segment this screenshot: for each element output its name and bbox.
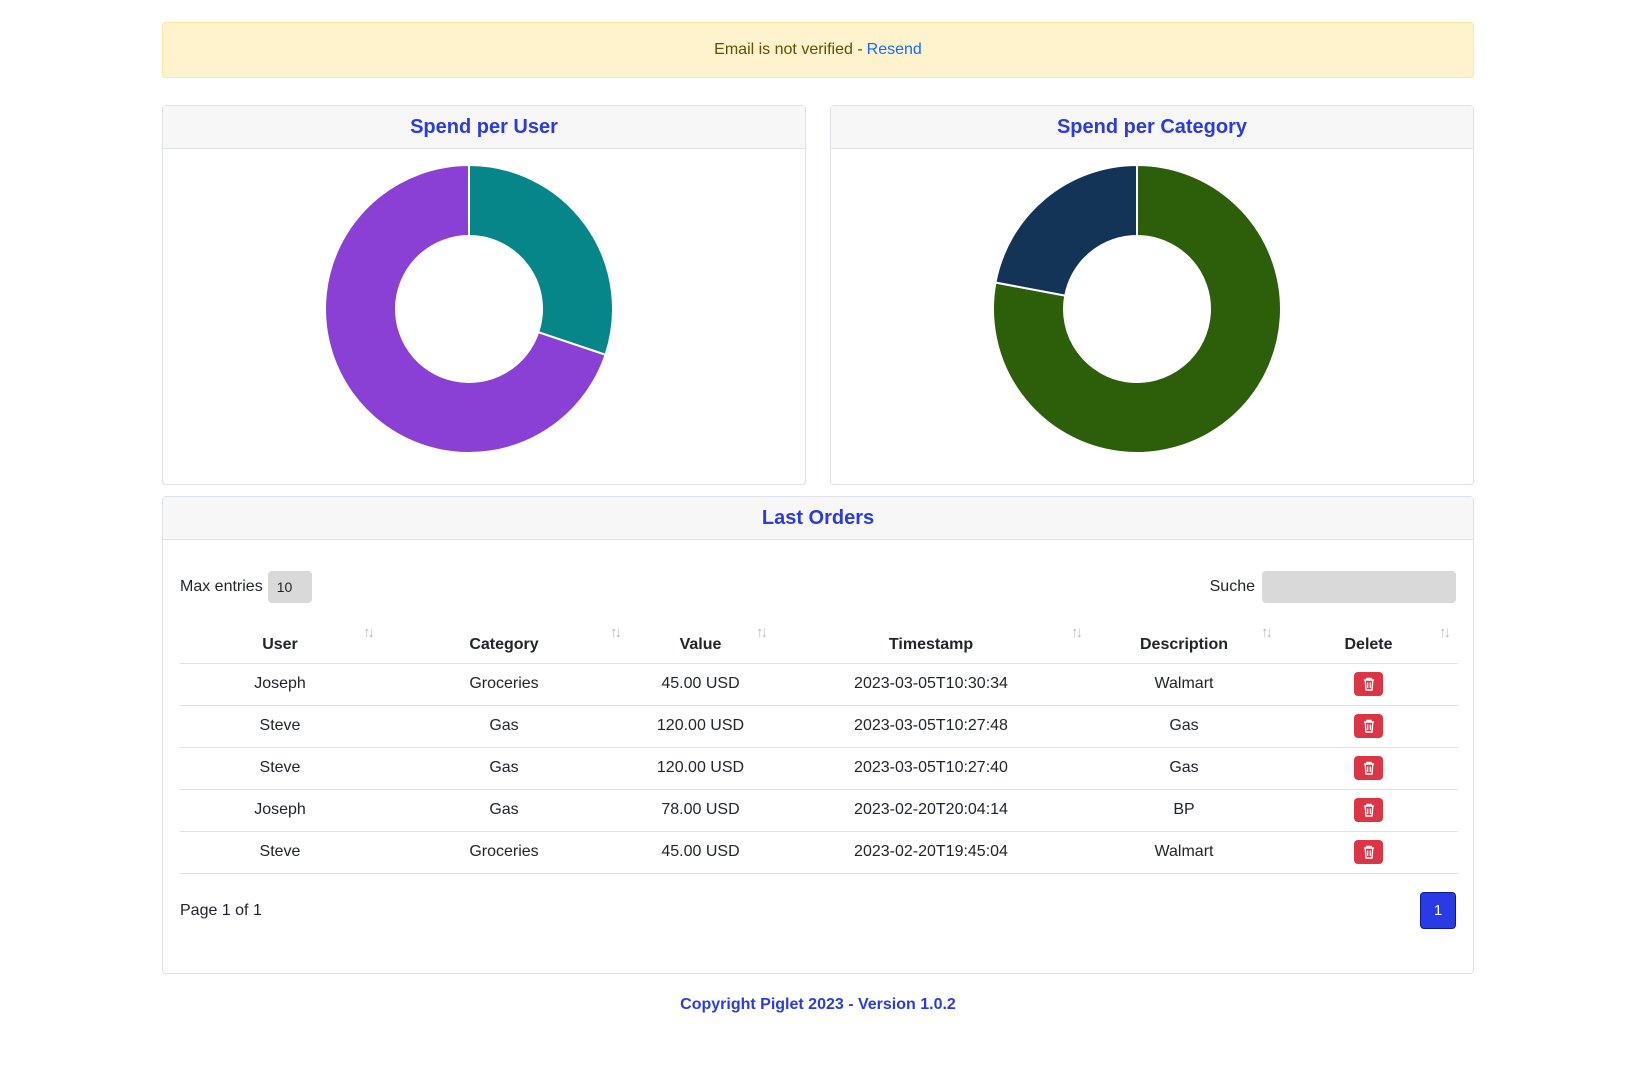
column-header-description[interactable]: Description ↑↓ [1089, 612, 1279, 664]
spend-per-user-card: Spend per User [162, 105, 806, 485]
table-controls: Max entries 10 Suche [180, 571, 1456, 603]
pagination: Page 1 of 1 1 [180, 892, 1456, 929]
cell-value: 120.00 USD [628, 705, 773, 748]
delete-button[interactable] [1354, 798, 1383, 822]
cell-user: Steve [180, 747, 380, 790]
orders-table: User ↑↓ Category ↑↓ Value ↑↓ Timestamp ↑↓ De… [180, 612, 1458, 874]
cell-value: 45.00 USD [628, 663, 773, 706]
cell-delete [1279, 831, 1458, 874]
cell-category: Gas [380, 705, 628, 748]
sort-icon[interactable]: ↑↓ [756, 624, 768, 641]
sort-icon[interactable]: ↑↓ [1071, 624, 1083, 641]
last-orders-title: Last Orders [163, 497, 1473, 540]
search-control: Suche [1210, 571, 1456, 603]
table-row: Steve Gas 120.00 USD 2023-03-05T10:27:48… [180, 705, 1458, 748]
sort-icon[interactable]: ↑↓ [1439, 624, 1451, 641]
column-header-timestamp[interactable]: Timestamp ↑↓ [773, 612, 1089, 664]
cell-user: Steve [180, 831, 380, 874]
cell-user: Steve [180, 705, 380, 748]
trash-icon [1363, 845, 1374, 859]
table-row: Joseph Gas 78.00 USD 2023-02-20T20:04:14… [180, 789, 1458, 832]
search-label: Suche [1209, 578, 1255, 595]
spend-per-category-donut [992, 163, 1282, 454]
spend-per-user-chart [163, 149, 805, 486]
table-header-row: User ↑↓ Category ↑↓ Value ↑↓ Timestamp ↑↓ De… [180, 612, 1458, 664]
cell-category: Groceries [380, 831, 628, 874]
donut-slice-steve[interactable] [324, 163, 607, 454]
cell-timestamp: 2023-02-20T19:45:04 [773, 831, 1089, 874]
cell-timestamp: 2023-03-05T10:30:34 [773, 663, 1089, 706]
trash-icon [1363, 719, 1374, 733]
cell-description: Walmart [1089, 663, 1279, 706]
table-row: Steve Gas 120.00 USD 2023-03-05T10:27:40… [180, 747, 1458, 790]
sort-icon[interactable]: ↑↓ [610, 624, 622, 641]
donut-slice-joseph[interactable] [468, 163, 614, 357]
main-container: Email is not verified - Resend Spend per… [162, 22, 1474, 1014]
donut-slice-groceries[interactable] [994, 163, 1138, 297]
cell-category: Gas [380, 747, 628, 790]
spend-per-category-title: Spend per Category [831, 106, 1473, 149]
column-header-delete[interactable]: Delete ↑↓ [1279, 612, 1458, 664]
email-verification-alert: Email is not verified - Resend [162, 22, 1474, 78]
donut-slice-gas[interactable] [992, 163, 1282, 454]
footer-copyright: Copyright Piglet 2023 - Version 1.0.2 [680, 996, 956, 1013]
cell-delete [1279, 747, 1458, 790]
table-row: Joseph Groceries 45.00 USD 2023-03-05T10… [180, 663, 1458, 706]
resend-link[interactable]: Resend [866, 41, 922, 58]
column-header-user[interactable]: User ↑↓ [180, 612, 380, 664]
charts-row: Spend per User Spend per Category [162, 105, 1474, 485]
delete-button[interactable] [1354, 756, 1383, 780]
cell-delete [1279, 705, 1458, 748]
cell-description: BP [1089, 789, 1279, 832]
cell-timestamp: 2023-03-05T10:27:48 [773, 705, 1089, 748]
trash-icon [1363, 803, 1374, 817]
cell-description: Walmart [1089, 831, 1279, 874]
cell-description: Gas [1089, 747, 1279, 790]
delete-button[interactable] [1354, 714, 1383, 738]
max-entries-control: Max entries 10 [180, 571, 312, 603]
spend-per-category-chart [831, 149, 1473, 486]
page-button-1[interactable]: 1 [1420, 892, 1456, 929]
spend-per-user-title: Spend per User [163, 106, 805, 149]
cell-delete [1279, 789, 1458, 832]
search-input[interactable] [1262, 571, 1456, 603]
cell-description: Gas [1089, 705, 1279, 748]
cell-value: 120.00 USD [628, 747, 773, 790]
cell-value: 78.00 USD [628, 789, 773, 832]
table-row: Steve Groceries 45.00 USD 2023-02-20T19:… [180, 831, 1458, 874]
delete-button[interactable] [1354, 672, 1383, 696]
page-info: Page 1 of 1 [180, 901, 262, 919]
last-orders-card: Last Orders Max entries 10 Suche [162, 496, 1474, 974]
column-header-value[interactable]: Value ↑↓ [628, 612, 773, 664]
cell-timestamp: 2023-03-05T10:27:40 [773, 747, 1089, 790]
cell-timestamp: 2023-02-20T20:04:14 [773, 789, 1089, 832]
sort-icon[interactable]: ↑↓ [1261, 624, 1273, 641]
cell-user: Joseph [180, 789, 380, 832]
spend-per-user-donut [324, 163, 614, 454]
max-entries-select[interactable]: 10 [267, 571, 312, 603]
cell-user: Joseph [180, 663, 380, 706]
cell-category: Groceries [380, 663, 628, 706]
sort-icon[interactable]: ↑↓ [363, 624, 375, 641]
trash-icon [1363, 761, 1374, 775]
cell-category: Gas [380, 789, 628, 832]
spend-per-category-card: Spend per Category [830, 105, 1474, 485]
cell-value: 45.00 USD [628, 831, 773, 874]
trash-icon [1363, 677, 1374, 691]
max-entries-label: Max entries [180, 578, 263, 595]
delete-button[interactable] [1354, 840, 1383, 864]
alert-text: Email is not verified - [714, 41, 863, 58]
column-header-category[interactable]: Category ↑↓ [380, 612, 628, 664]
cell-delete [1279, 663, 1458, 706]
